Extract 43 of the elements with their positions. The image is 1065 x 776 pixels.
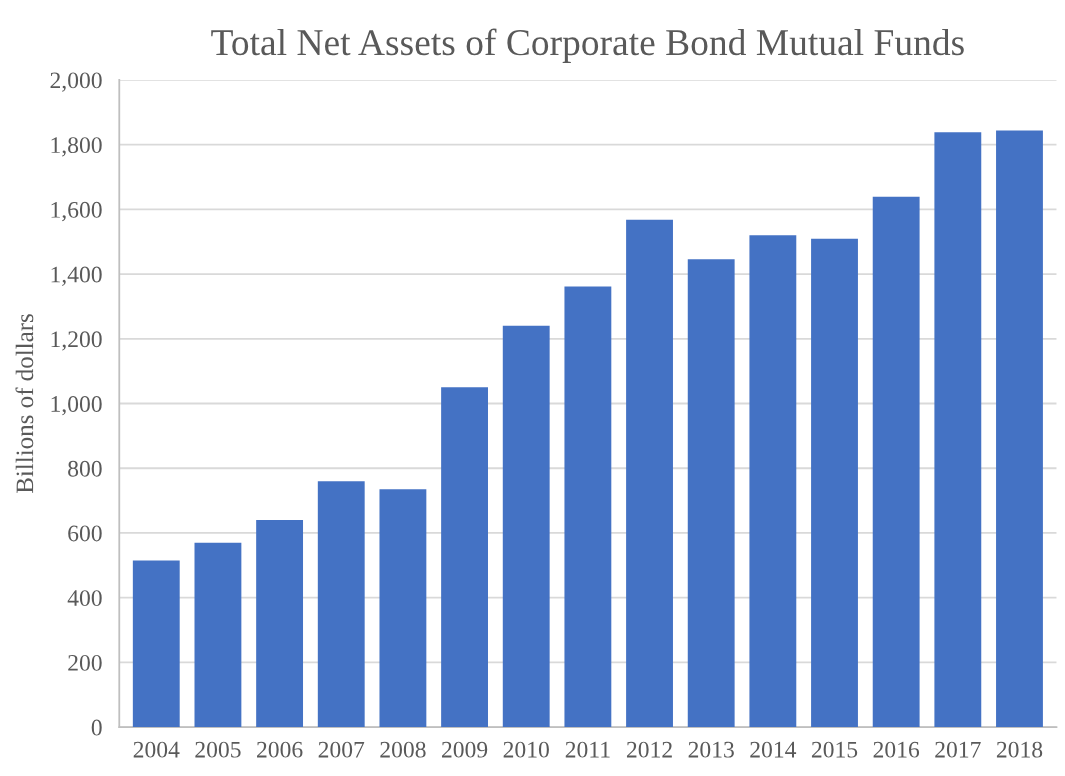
bar [194,542,242,728]
y-tick-label: 800 [68,460,102,477]
x-tick-label: 2011 [565,741,610,758]
x-tick-label: 2017 [935,741,981,758]
x-tick-label: 2006 [257,741,303,758]
x-tick-label: 2015 [811,741,858,758]
bar [317,481,365,728]
x-tick-label: 2008 [380,741,426,758]
x-tick-label: 2005 [195,741,241,758]
x-tick-label: 2007 [318,741,365,758]
y-tick-label: 1,400 [51,266,102,286]
bar [441,387,488,728]
x-tick-label: 2004 [133,741,180,758]
x-tick-label: 2010 [503,741,549,758]
x-tick-label: 2009 [441,741,488,758]
bar [502,325,550,728]
y-tick-label: 1,800 [51,137,102,157]
bar [132,560,180,728]
bar [934,132,982,728]
chart-title: Total Net Assets of Corporate Bond Mutual Funds [211,28,964,63]
y-tick-label: 2,000 [50,72,102,92]
y-axis-title: Billions of dollars [15,314,34,494]
bar [996,130,1043,728]
x-tick-label: 2012 [626,741,672,758]
y-tick-label: 200 [68,654,102,671]
bar [564,286,612,728]
bar [626,219,673,728]
bar [749,235,797,728]
y-tick-label: 400 [67,590,102,607]
bar [687,259,735,728]
y-tick-label: 1,600 [51,201,102,222]
x-tick-label: 2013 [688,741,734,758]
x-tick-label: 2014 [750,741,797,758]
bar [379,489,427,728]
y-tick-label: 0 [91,719,102,736]
y-tick-label: 1,200 [51,331,102,351]
x-tick-label: 2016 [873,741,920,758]
y-tick-label: 600 [68,525,102,542]
x-tick-label: 2018 [996,741,1043,758]
bar [256,520,304,728]
bar [811,238,858,728]
bar [872,196,920,728]
y-tick-label: 1,000 [51,396,102,416]
